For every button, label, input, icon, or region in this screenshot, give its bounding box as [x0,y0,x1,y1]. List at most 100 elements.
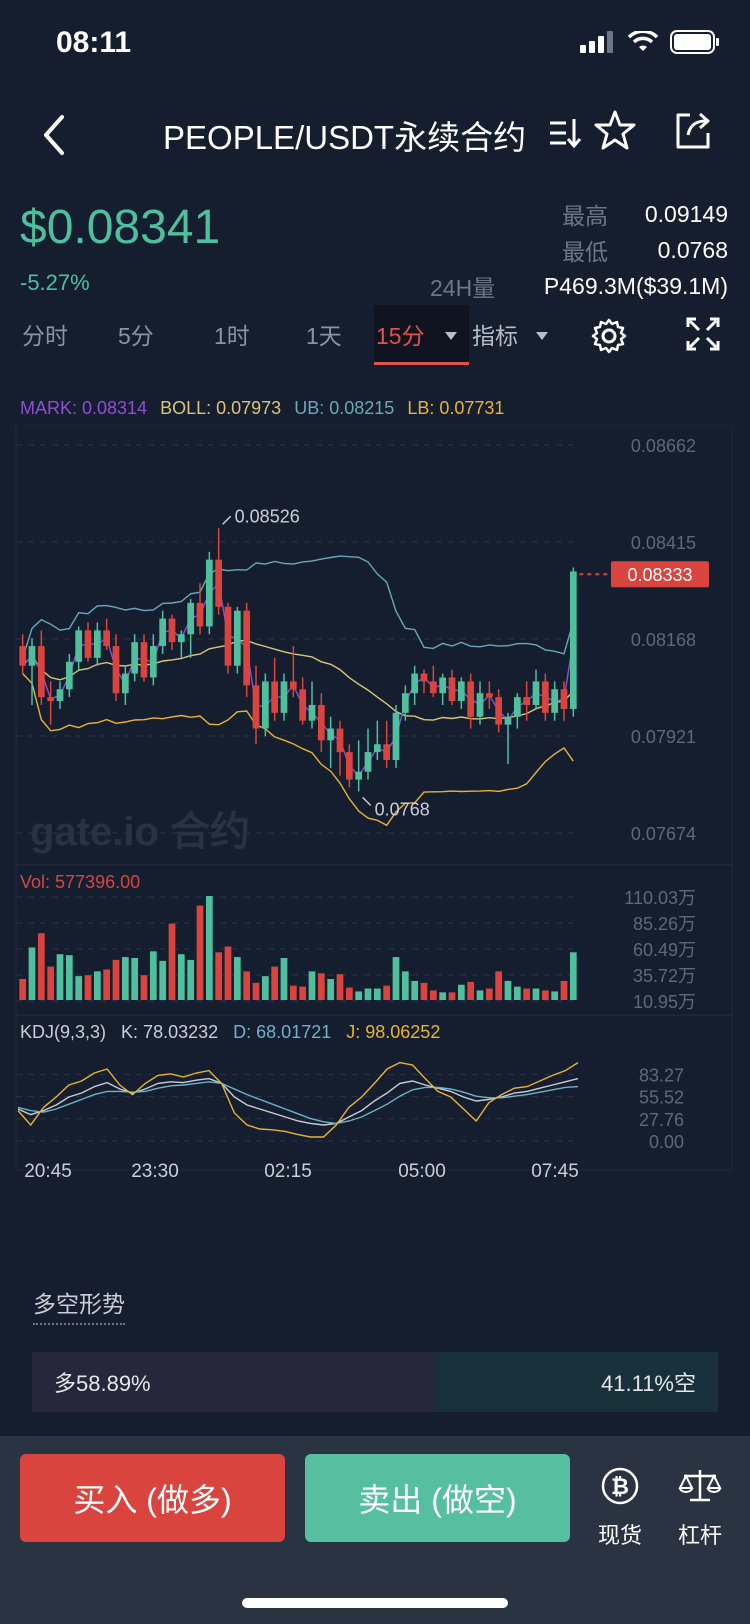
kline-chart[interactable]: gate.io 合约 0.08662 0.08415 0.08168 0.07921 0… [0,425,750,1225]
last-price: $0.08341 [20,201,221,254]
volume-bar [187,959,195,1000]
kdj-axis-label: 27.76 [639,1110,684,1130]
volume-bar [439,992,447,1000]
high-marker-label: 0.08526 [235,506,300,526]
long-short-title[interactable]: 多空形势 [33,1285,125,1325]
low-marker-arrow [362,796,372,806]
timeframe-tabs: 分时 5分 1时 1天 15分 指标 [0,305,750,365]
wifi-icon [628,31,658,51]
volume-bar [485,988,493,1000]
high-row: 最高 0.09149 [428,196,728,232]
high-value: 0.09149 [644,200,728,227]
page-title[interactable]: PEOPLE/USDT永续合约 [163,119,527,156]
price-axis-label: 0.08662 [631,436,696,456]
kdj-axis-label: 0.00 [649,1132,684,1152]
volume-bar [560,980,568,1000]
fullscreen-icon[interactable] [686,317,720,351]
sell-short-button[interactable]: 卖出 (做空) [305,1454,570,1542]
candle-body [523,697,531,705]
kdj-j-value: J: 98.06252 [346,1022,441,1042]
volume-bar [19,979,27,1000]
volume-bar [37,933,45,1000]
candle-body [551,689,559,713]
chevron-down-icon[interactable] [445,332,457,340]
volume-bar [177,954,185,1000]
low-marker-label: 0.0768 [375,799,430,819]
volume-bar [252,982,260,1000]
volume-axis-label: 85.26万 [633,914,696,934]
volume-bar [392,957,400,1000]
tab-1d[interactable]: 1天 [306,323,342,349]
tab-line[interactable]: 分时 [22,323,68,349]
volume-bar [532,988,540,1000]
volume-bar [383,985,391,1000]
buy-long-button[interactable]: 买入 (做多) [20,1454,285,1542]
volume-bar [420,982,428,1000]
volume-axis-label: 60.49万 [633,940,696,960]
switch-pair-icon[interactable] [548,113,582,153]
kdj-k-value: K: 78.03232 [121,1022,219,1042]
tab-1h[interactable]: 1时 [214,323,250,349]
spot-button[interactable]: ₿ 现货 [590,1466,650,1548]
candle-body [205,559,213,627]
candle-body [37,646,45,698]
volume-bar [336,974,344,1000]
indicator-chevron-down-icon[interactable] [536,332,548,340]
volume-bar [299,986,307,1000]
volume-bar [495,971,503,1000]
candle-body [159,618,167,647]
candle-body [373,744,381,753]
price-axis-label: 0.08168 [631,630,696,650]
boll-lower-line [22,673,574,827]
tab-indicator[interactable]: 指标 [472,323,518,349]
candle-body [485,693,493,698]
volume-bar [215,952,223,1000]
lb-value: LB: 0.07731 [407,398,505,418]
candle-body [168,618,176,643]
low-value: 0.0768 [657,236,728,263]
volume-bar [569,952,577,1000]
candle-body [149,646,157,678]
time-axis-label: 20:45 [24,1161,72,1182]
candle-body [131,642,139,674]
favorite-star-icon[interactable] [594,109,636,151]
price-axis-label: 0.07674 [631,824,696,844]
volume-bar [112,959,120,1000]
chart-frame [15,425,733,1171]
tab-5m[interactable]: 5分 [118,323,154,349]
volume-axis-label: 35.72万 [633,966,696,986]
volume-value: P469.3M($39.1M) [543,272,728,299]
settings-gear-icon[interactable] [590,317,628,355]
share-icon[interactable] [672,109,714,151]
leverage-button[interactable]: 杠杆 [670,1466,730,1548]
candle-body [103,630,111,647]
price-stats: 最高 0.09149 最低 0.0768 24H量 P469.3M($39.1M… [428,196,728,304]
candle-body [224,606,232,666]
ub-value: UB: 0.08215 [294,398,395,418]
price-axis-label: 0.07921 [631,727,696,747]
short-ratio: 41.11%空 [435,1352,718,1412]
back-icon[interactable] [36,105,76,165]
status-bar: 08:11 [0,0,750,90]
volume-bar [523,988,531,1000]
kline-chart-svg[interactable]: gate.io 合约 0.08662 0.08415 0.08168 0.07921 0… [0,425,750,1225]
kdj-title: KDJ(9,3,3) [20,1022,107,1042]
tab-15m-label[interactable]: 15分 [376,323,425,349]
volume-bar [56,954,64,1000]
volume-bar [317,973,325,1000]
mark-value: MARK: 0.08314 [20,398,148,418]
volume-bar [504,980,512,1000]
time-axis-label: 02:15 [264,1161,312,1182]
volume-bar [289,985,297,1000]
candle-body [261,681,269,729]
volume-bar [224,946,232,1000]
kdj-k-line [17,1077,579,1126]
candle-body [345,752,353,780]
spot-label: 现货 [597,1523,642,1548]
candle-body [383,744,391,760]
candle-body [439,677,447,694]
candle-body [65,661,73,690]
kdj-d-line [17,1081,579,1125]
candle-body [401,693,409,713]
candle-body [532,681,540,705]
